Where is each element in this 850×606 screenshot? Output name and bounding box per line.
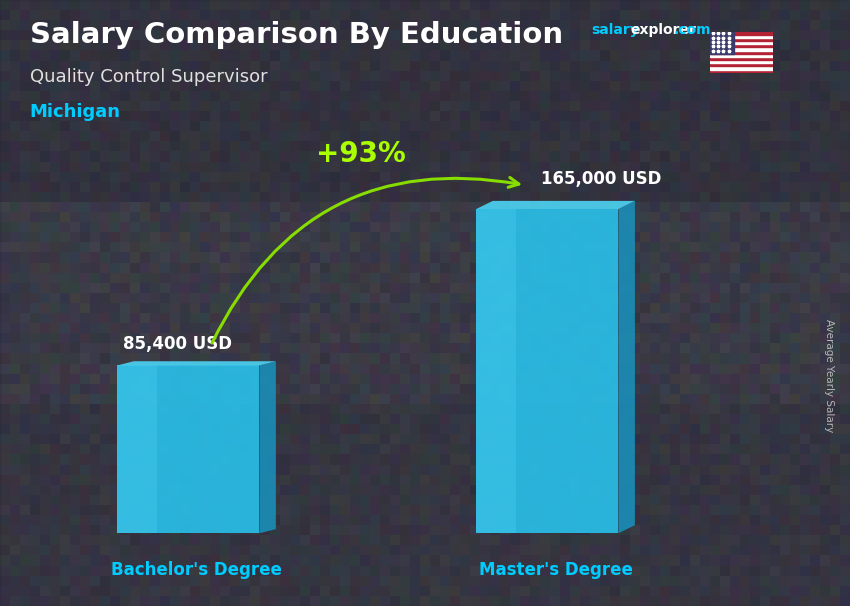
Bar <box>710 41 774 44</box>
FancyArrowPatch shape <box>212 178 518 343</box>
Bar <box>710 38 774 41</box>
Text: explorer: explorer <box>631 23 697 37</box>
Polygon shape <box>619 201 635 533</box>
Bar <box>710 67 774 70</box>
Polygon shape <box>117 365 157 533</box>
Bar <box>710 44 774 47</box>
Text: +93%: +93% <box>315 140 405 168</box>
Polygon shape <box>117 361 276 365</box>
Bar <box>710 63 774 67</box>
Polygon shape <box>259 361 276 533</box>
Text: Master's Degree: Master's Degree <box>479 561 632 579</box>
Bar <box>710 32 774 35</box>
Bar <box>710 54 774 57</box>
Bar <box>710 35 774 38</box>
Text: .com: .com <box>674 23 711 37</box>
Bar <box>710 57 774 60</box>
Polygon shape <box>476 209 516 533</box>
Bar <box>710 47 774 50</box>
Text: 165,000 USD: 165,000 USD <box>541 170 661 188</box>
Polygon shape <box>117 365 259 533</box>
Text: Quality Control Supervisor: Quality Control Supervisor <box>30 68 268 86</box>
Text: Salary Comparison By Education: Salary Comparison By Education <box>30 21 563 49</box>
Polygon shape <box>476 201 635 209</box>
Text: 85,400 USD: 85,400 USD <box>122 335 232 353</box>
Text: Michigan: Michigan <box>30 103 121 121</box>
Bar <box>710 32 734 54</box>
Text: Average Yearly Salary: Average Yearly Salary <box>824 319 834 432</box>
Bar <box>710 50 774 54</box>
Text: Bachelor's Degree: Bachelor's Degree <box>111 561 282 579</box>
Polygon shape <box>476 209 619 533</box>
Bar <box>710 60 774 63</box>
Bar <box>710 70 774 73</box>
Text: salary: salary <box>591 23 638 37</box>
